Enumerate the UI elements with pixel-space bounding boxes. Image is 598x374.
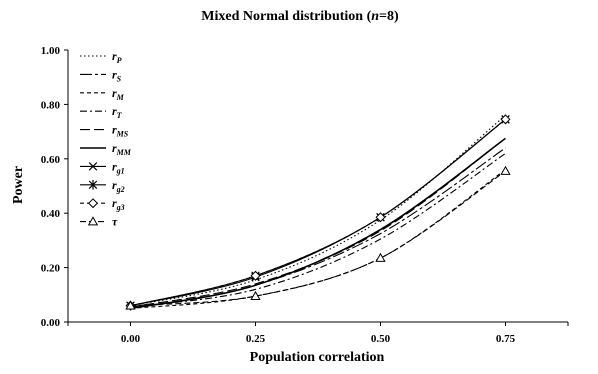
- x-tick-label: 0.50: [371, 333, 391, 345]
- legend-label-rT: rT: [112, 104, 123, 120]
- chart-title: Mixed Normal distribution (n=8): [201, 9, 399, 24]
- legend-marker-rg3: [87, 198, 99, 209]
- series-layer: [125, 114, 511, 311]
- x-tick-label: 0.00: [121, 333, 141, 345]
- y-tick-label: 0.20: [41, 263, 61, 275]
- data-point-rg3: [250, 270, 261, 281]
- series-line-rM: [130, 169, 506, 309]
- data-point-τ: [250, 290, 261, 300]
- y-axis-title: Power: [11, 166, 26, 204]
- data-point-τ: [125, 300, 136, 310]
- y-tick-label: 0.00: [41, 317, 61, 329]
- series-line-rg3: [130, 118, 506, 307]
- legend-label-rg1: rg1: [112, 159, 125, 175]
- legend-marker-rg1: [88, 162, 98, 171]
- legend-label-rP: rP: [112, 49, 122, 65]
- data-point-rg3: [500, 114, 511, 125]
- y-tick-label: 0.60: [41, 154, 61, 166]
- legend-label-rM: rM: [112, 86, 125, 102]
- data-point-rg3: [375, 212, 386, 223]
- x-tick-label: 0.75: [496, 333, 516, 345]
- series-line-rT: [130, 152, 506, 308]
- legend: rP rS rM rT rMS rMM rg1 rg2 rg3 τ: [80, 49, 132, 229]
- legend-label-rg3: rg3: [112, 196, 125, 212]
- legend-label-rMM: rMM: [112, 141, 132, 157]
- legend-label-rg2: rg2: [112, 178, 125, 194]
- y-tick-label: 1.00: [41, 45, 61, 57]
- axes: 0.00 0.20 0.40 0.60 0.80 1.00 0.00 0.25 0.50 0.75: [41, 45, 569, 345]
- series-line-rS: [130, 147, 506, 309]
- x-axis-title: Population correlation: [250, 350, 385, 365]
- x-tick-label: 0.25: [246, 333, 266, 345]
- legend-marker-rg2: [88, 180, 98, 190]
- legend-marker-τ: [87, 216, 99, 226]
- y-tick-label: 0.80: [41, 99, 61, 111]
- series-line-τ: [130, 170, 506, 307]
- legend-label-rS: rS: [112, 67, 122, 83]
- series-line-rP: [130, 114, 506, 307]
- series-line-rMM: [130, 137, 506, 310]
- legend-label-τ: τ: [112, 215, 118, 229]
- data-point-τ: [375, 252, 386, 262]
- legend-label-rMS: rMS: [112, 123, 129, 139]
- data-point-τ: [500, 165, 511, 175]
- y-tick-label: 0.40: [41, 208, 61, 220]
